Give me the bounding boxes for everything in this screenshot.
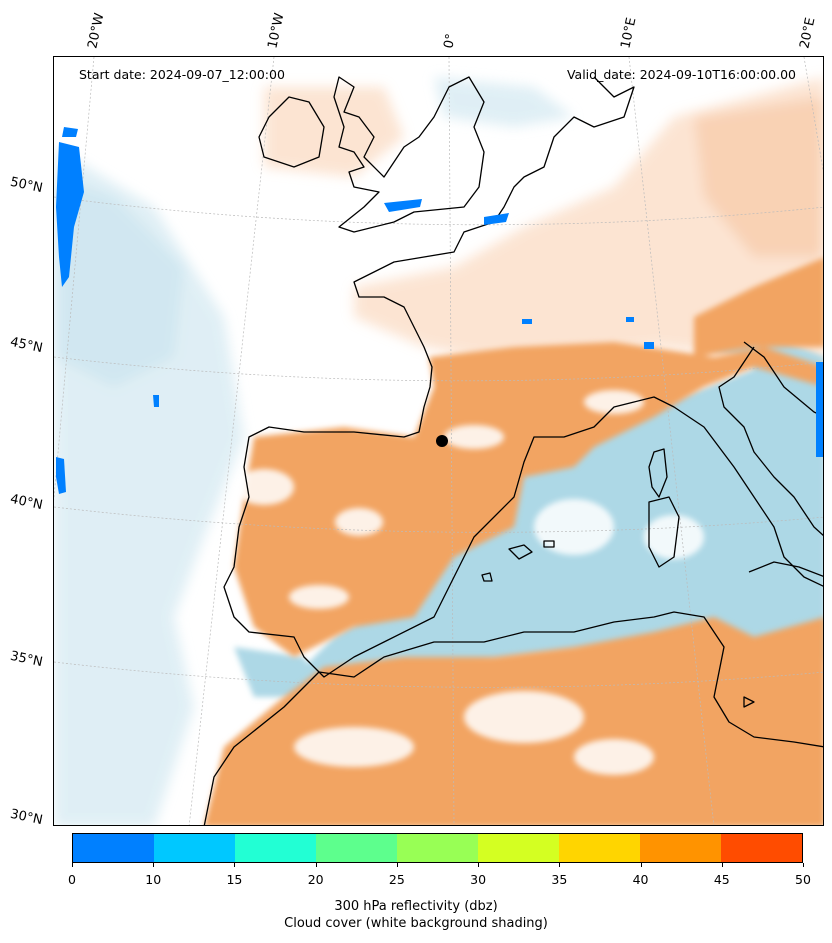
- lon-label-0: 0°: [441, 32, 460, 50]
- atlantic-cloud-shading: [54, 77, 574, 825]
- colorbar-tick-label: 0: [68, 872, 76, 887]
- colorbar-tick-label: 40: [632, 872, 649, 887]
- colorbar-label: 300 hPa reflectivity (dbz): [334, 899, 498, 914]
- city-marker-dot: [436, 435, 448, 447]
- colorbar-tick-label: 45: [713, 872, 730, 887]
- coastlines: [203, 76, 823, 825]
- map-panel: Start date: 2024-09-07_12:00:00 Valid_da…: [53, 56, 824, 826]
- colorbar-segment-3: [316, 834, 397, 862]
- lat-label-50n: 50°N: [8, 174, 44, 197]
- clear-sky-patches: [234, 390, 704, 775]
- colorbar-tickmark: [721, 863, 723, 867]
- colorbar-tickmark: [234, 863, 236, 867]
- colorbar-tick-label: 10: [145, 872, 162, 887]
- colorbar-tickmark: [153, 863, 155, 867]
- colorbar-segment-1: [154, 834, 235, 862]
- colorbar-sublabel: Cloud cover (white background shading): [284, 916, 548, 931]
- colorbar-segment-2: [235, 834, 316, 862]
- lat-label-45n: 45°N: [8, 334, 44, 357]
- start-date-label: Start date: 2024-09-07_12:00:00: [79, 67, 285, 82]
- colorbar-tickmark: [396, 863, 398, 867]
- colorbar-tickmark: [803, 863, 804, 867]
- colorbar-segment-5: [478, 834, 559, 862]
- colorbar-tickmark: [478, 863, 480, 867]
- reflectivity-cells: [56, 127, 823, 494]
- lon-label-20e: 20°E: [797, 16, 819, 51]
- lon-label-20w: 20°W: [85, 11, 108, 50]
- lon-label-10e: 10°E: [618, 16, 640, 51]
- reflectivity-colorbar: [72, 833, 803, 863]
- colorbar-tickmark: [72, 863, 73, 867]
- colorbar-segment-0: [73, 834, 154, 862]
- colorbar-tickmark: [315, 863, 317, 867]
- colorbar-tickmark: [640, 863, 642, 867]
- colorbar-segment-7: [640, 834, 721, 862]
- colorbar-tick-label: 20: [307, 872, 324, 887]
- north-europe-shading: [264, 77, 823, 377]
- colorbar-tickmark: [559, 863, 561, 867]
- colorbar-segment-8: [721, 834, 802, 862]
- lat-label-40n: 40°N: [8, 491, 44, 514]
- colorbar-segment-4: [397, 834, 478, 862]
- colorbar-tick-label: 50: [795, 872, 811, 887]
- colorbar-tick-label: 25: [388, 872, 405, 887]
- lat-label-35n: 35°N: [8, 648, 44, 671]
- lon-label-10w: 10°W: [265, 11, 288, 50]
- lat-label-30n: 30°N: [8, 806, 44, 829]
- map-canvas: [54, 57, 823, 825]
- colorbar-tick-label: 35: [551, 872, 568, 887]
- colorbar-segment-6: [559, 834, 640, 862]
- valid-date-label: Valid_date: 2024-09-10T16:00:00.00: [566, 67, 796, 82]
- colorbar-tick-label: 30: [470, 872, 487, 887]
- colorbar-tick-label: 15: [226, 872, 243, 887]
